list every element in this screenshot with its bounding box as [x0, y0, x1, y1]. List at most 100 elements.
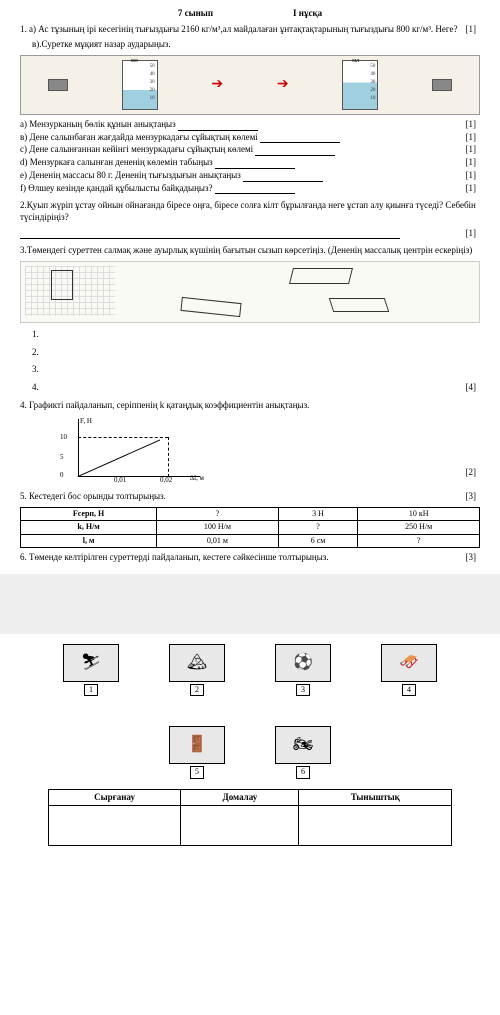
xlabel: ∆l, м: [190, 474, 204, 483]
thumb-3-img: ⚽: [275, 644, 331, 682]
shape-1: [51, 270, 73, 300]
shape-2: [289, 268, 353, 284]
q1d-mark: [1]: [466, 157, 477, 169]
dash-v: [168, 437, 169, 477]
q4-mark: [2]: [466, 467, 477, 479]
q1a: а) Мензурканың бөлік құнын анықтаңыз: [20, 119, 176, 129]
thumb-5-img: 🚪: [169, 726, 225, 764]
q5-l3: ?: [358, 534, 480, 547]
q2-answer-line: [20, 230, 400, 239]
q5-l0: l, м: [21, 534, 157, 547]
q1-mark: [1]: [466, 24, 477, 36]
q1b: в) Дене салынбаған жағдайда мензуркадағы…: [20, 132, 258, 142]
thumb-6-num: 6: [296, 766, 310, 778]
q1-body: 1. а) Ас тұзының ірі кесегінің тығыздығы…: [20, 24, 458, 34]
q2-body: 2.Қуып жүріп ұстау ойнын ойнағанда бірес…: [20, 200, 476, 222]
blank: [255, 147, 335, 156]
q1f: f) Өлшеу кезінде қандай құбылысты байқад…: [20, 183, 213, 193]
grade-label: 7 сынып: [178, 8, 213, 20]
ytick-0: 0: [60, 471, 64, 480]
worksheet-page: 7 сынып I нұсқа 1. а) Ас тұзының ірі кес…: [0, 0, 500, 862]
q5-table: Fсерп, Н ? 3 Н 10 кН k, Н/м 100 Н/м ? 25…: [20, 507, 480, 548]
q1b-mark: [1]: [466, 132, 477, 144]
q5-mark: [3]: [466, 491, 477, 503]
variant-label: I нұсқа: [293, 8, 322, 20]
q6-cell-2: [181, 806, 299, 846]
blank: [215, 160, 295, 169]
cylinder-left-icon: 50 40 30 20 10: [122, 60, 158, 110]
q3-figure: [20, 261, 480, 323]
q3-item-3: 3.: [32, 364, 480, 376]
q1c-mark: [1]: [466, 144, 477, 156]
unit-right: мл: [352, 58, 359, 66]
page-header: 7 сынып I нұсқа: [20, 8, 480, 20]
blank: [215, 185, 295, 194]
q5-k2: ?: [278, 521, 358, 534]
thumb-5-num: 5: [190, 766, 204, 778]
thumb-2-num: 2: [190, 684, 204, 696]
thumb-4-num: 4: [402, 684, 416, 696]
thumb-3: ⚽ 3: [275, 644, 331, 696]
q5-h2: 3 Н: [278, 508, 358, 521]
q5-h3: 10 кН: [358, 508, 480, 521]
thumb-3-num: 3: [296, 684, 310, 696]
thumb-6-img: 🏍: [275, 726, 331, 764]
ytick-5: 5: [60, 453, 64, 462]
thumb-5: 🚪 5: [169, 726, 225, 778]
q4-chart: F, Н 10 5 0 0,01 0,02 ∆l, м: [60, 419, 200, 483]
q5-k1: 100 Н/м: [157, 521, 279, 534]
q5-k3: 250 Н/м: [358, 521, 480, 534]
q4-text: 4. Графикті пайдаланып, серіппенің k қат…: [20, 400, 480, 412]
blank: [260, 134, 340, 143]
ylabel: F, Н: [80, 417, 92, 426]
q6-thumbs: ⛷ 1 🏔 2 ⚽ 3 🛷 4 🚪 5 🏍 6: [20, 644, 480, 779]
thumb-1: ⛷ 1: [63, 644, 119, 696]
q5-text: 5. Кестедегі бос орынды толтырыңыз.: [20, 491, 166, 501]
q1a-mark: [1]: [466, 119, 477, 131]
q1e-mark: [1]: [466, 170, 477, 182]
q1-subs: а) Мензурканың бөлік құнын анықтаңыз [1]…: [20, 119, 480, 194]
blank: [178, 122, 258, 131]
xtick-1: 0,01: [114, 476, 126, 485]
chart-line: [78, 437, 168, 477]
q6-col-3: Тыныштық: [299, 789, 452, 806]
shape-4: [329, 298, 390, 312]
q3-text: 3.Төмендегі суреттен салмақ және ауырлық…: [20, 245, 480, 257]
thumb-1-img: ⛷: [63, 644, 119, 682]
arrow-right-icon: ➔: [277, 76, 289, 94]
q5-h0: Fсерп, Н: [21, 508, 157, 521]
q5-h1: ?: [157, 508, 279, 521]
thumb-4-img: 🛷: [381, 644, 437, 682]
q5-l1: 0,01 м: [157, 534, 279, 547]
q1-text: 1. а) Ас тұзының ірі кесегінің тығыздығы…: [20, 24, 480, 36]
q1f-mark: [1]: [466, 183, 477, 195]
q5-l2: 6 см: [278, 534, 358, 547]
ytick-10: 10: [60, 433, 67, 442]
q6-table: Сырғанау Домалау Тыныштық: [48, 789, 453, 847]
q6-col-2: Домалау: [181, 789, 299, 806]
q1d: d) Мензуркаға салынған дененің көлемін т…: [20, 157, 213, 167]
weight-left-icon: [48, 79, 68, 91]
xtick-2: 0,02: [160, 476, 172, 485]
q3-item-4: 4.: [32, 382, 39, 392]
thumb-6: 🏍 6: [275, 726, 331, 778]
q1c: с) Дене салынғаннан кейінгі мензуркадағы…: [20, 144, 253, 154]
blank: [243, 173, 323, 182]
q3-mark: [4]: [466, 382, 477, 394]
thumb-2: 🏔 2: [169, 644, 225, 696]
q3-item-2: 2.: [32, 347, 480, 359]
q3-list: 1. 2. 3. 4. [4]: [20, 329, 480, 394]
page-gap: [0, 574, 500, 634]
arrow-left-icon: ➔: [211, 76, 223, 94]
q6-cell-3: [299, 806, 452, 846]
q2-mark: [1]: [466, 228, 477, 240]
q2-text: 2.Қуып жүріп ұстау ойнын ойнағанда бірес…: [20, 200, 480, 223]
q3-item-1: 1.: [32, 329, 480, 341]
thumb-1-num: 1: [84, 684, 98, 696]
q6-cell-1: [48, 806, 181, 846]
q1-figure: 50 40 30 20 10 ➔ ➔ 50 40 30 20 10 мл мл: [20, 55, 480, 115]
shape-3: [180, 297, 241, 317]
unit-left: мл: [131, 58, 138, 66]
q5-k0: k, Н/м: [21, 521, 157, 534]
weight-right-icon: [432, 79, 452, 91]
